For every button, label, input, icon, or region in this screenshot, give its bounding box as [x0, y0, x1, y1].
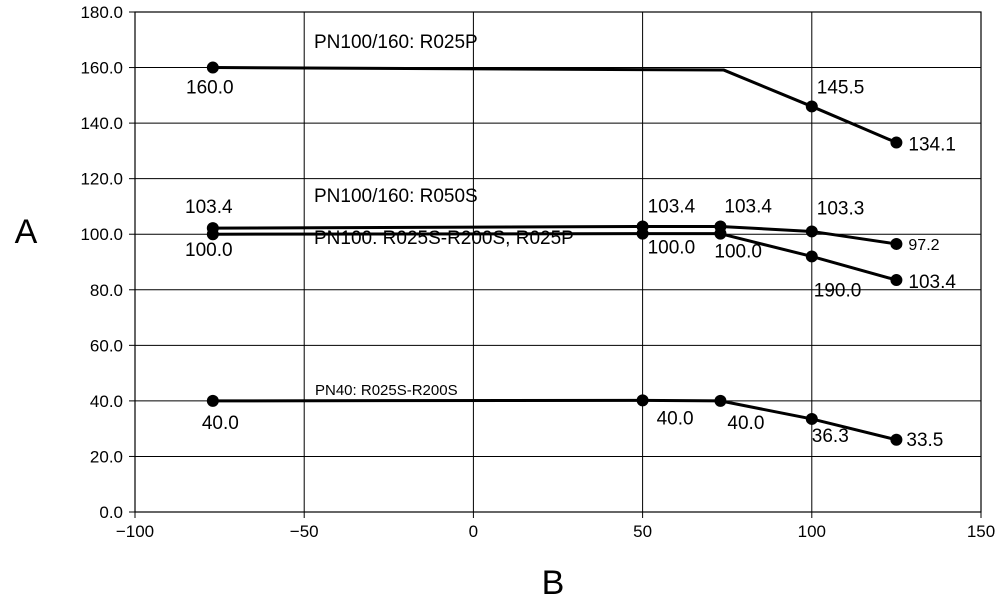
data-point-marker — [890, 274, 903, 287]
data-label: 40.0 — [727, 413, 764, 434]
series-label: PN100/160: R025P — [314, 32, 478, 53]
data-label: 97.2 — [908, 237, 939, 254]
x-tick-label: 100 — [798, 522, 826, 541]
y-axis-title: A — [15, 213, 38, 251]
y-tick-label: 60.0 — [90, 336, 123, 355]
data-point-marker — [714, 227, 727, 240]
y-tick-label: 140.0 — [80, 114, 123, 133]
data-label: 145.5 — [817, 77, 865, 98]
series-label: PN40: R025S-R200S — [315, 382, 458, 399]
x-axis-title: B — [542, 564, 565, 602]
data-point-marker — [890, 433, 903, 446]
data-label: 103.4 — [185, 197, 233, 218]
data-point-marker — [206, 394, 219, 407]
data-label: 36.3 — [812, 426, 849, 447]
x-tick-label: −100 — [116, 522, 154, 541]
data-point-marker — [636, 227, 649, 240]
data-point-marker — [805, 412, 818, 425]
y-tick-label: 80.0 — [90, 281, 123, 300]
data-labels: 160.0 145.5 134.1 103.4 103.4 103.4 103.3 97.2 1… — [185, 77, 956, 450]
series-line — [212, 398, 897, 442]
series-line — [212, 66, 897, 144]
series-label: PN100: R025S-R200S, R025P — [314, 228, 574, 249]
x-tick-label: 50 — [633, 522, 652, 541]
data-label: 160.0 — [186, 78, 234, 99]
data-point-marker — [714, 394, 727, 407]
plot-frame — [134, 11, 982, 513]
data-label: 103.4 — [724, 196, 772, 217]
data-label: 100.0 — [185, 240, 233, 261]
data-label: 100.0 — [714, 242, 762, 263]
y-tick-label: 0.0 — [99, 503, 123, 522]
y-tick-label: 40.0 — [90, 392, 123, 411]
y-tick-label: 160.0 — [80, 59, 123, 78]
x-tick-label: −50 — [290, 522, 319, 541]
data-label: 100.0 — [648, 238, 696, 259]
data-point-marker — [636, 394, 649, 407]
data-label: 134.1 — [908, 135, 956, 156]
y-tick-label: 20.0 — [90, 447, 123, 466]
data-label: 40.0 — [657, 408, 694, 429]
data-label: 33.5 — [906, 430, 943, 451]
data-label: 103.4 — [908, 272, 956, 293]
data-point-marker — [890, 136, 903, 149]
data-label: 40.0 — [202, 413, 239, 434]
y-tick-label: 180.0 — [80, 3, 123, 22]
data-label: 103.3 — [817, 198, 865, 219]
series-labels: PN100/160: R025P PN100/160: R050S PN100: R… — [314, 32, 574, 399]
data-point-marker — [805, 225, 818, 238]
data-point-marker — [805, 250, 818, 263]
tick-labels: −100 −50 0 50 100 150 0.0 20.0 40.0 60.0 80.0 100.0… — [80, 3, 995, 541]
data-point-marker — [890, 237, 903, 250]
data-label: 190.0 — [814, 280, 862, 301]
x-tick-label: 150 — [967, 522, 995, 541]
data-point-marker — [805, 100, 818, 113]
data-point-marker — [206, 228, 219, 241]
y-tick-label: 120.0 — [80, 170, 123, 189]
series-label: PN100/160: R050S — [314, 186, 478, 207]
series-markers — [206, 61, 903, 446]
data-point-marker — [206, 61, 219, 74]
data-label: 103.4 — [648, 196, 696, 217]
x-tick-label: 0 — [469, 522, 478, 541]
y-tick-label: 100.0 — [80, 225, 123, 244]
